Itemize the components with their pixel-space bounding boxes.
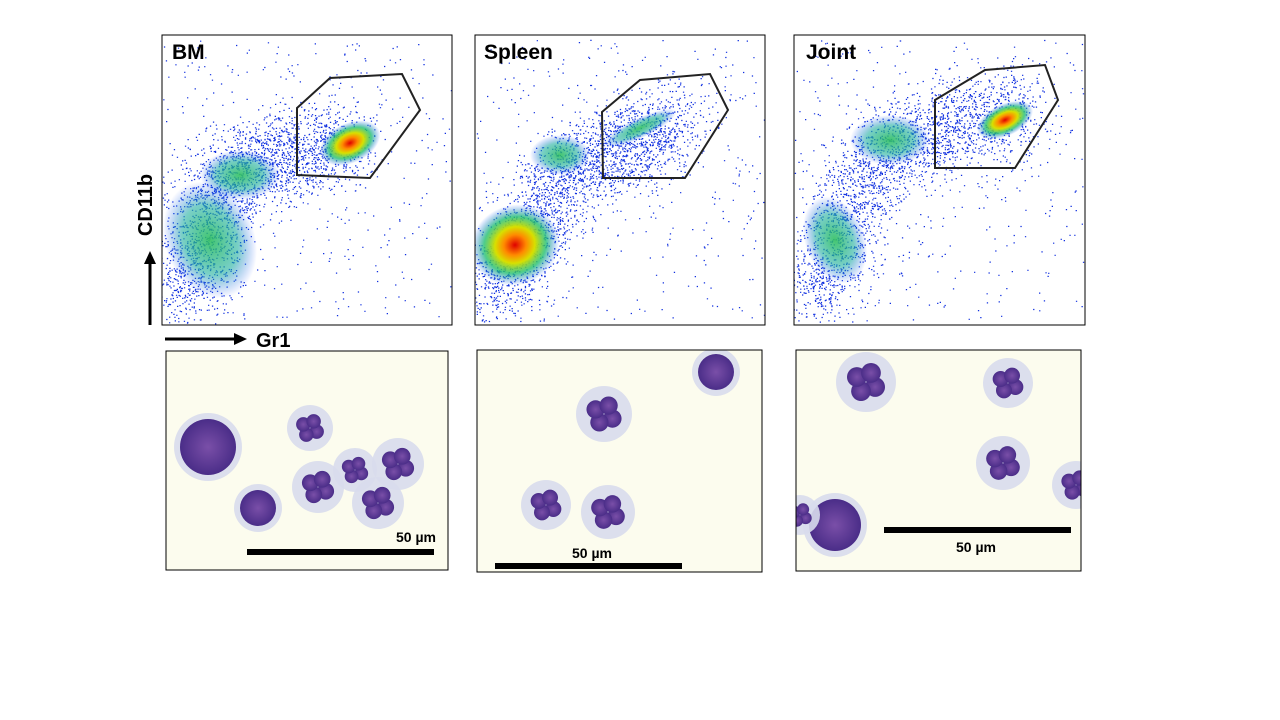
x-axis-label: Gr1: [256, 330, 290, 352]
flow-plot: [162, 35, 452, 325]
panel-label: BM: [172, 41, 205, 64]
x-arrowhead: [234, 333, 247, 345]
density: [530, 135, 590, 175]
cell: [521, 480, 571, 530]
scale-bar: [247, 549, 434, 555]
nucleus: [698, 354, 734, 390]
scale-bar: [884, 527, 1071, 533]
nucleus-lobe: [1072, 470, 1081, 486]
plot-frame: [793, 34, 1086, 326]
nucleus-lobe: [393, 447, 411, 465]
micrograph: [166, 351, 448, 570]
cell: [352, 477, 404, 529]
density: [976, 100, 1034, 140]
cell: [576, 386, 632, 442]
density: [802, 196, 868, 284]
nucleus-lobe: [306, 414, 321, 429]
nucleus-lobe: [373, 486, 391, 504]
nucleus-lobe: [998, 446, 1017, 464]
gate: [934, 63, 1060, 169]
flow-plot: [794, 35, 1085, 325]
cell: [976, 436, 1030, 490]
gate: [296, 72, 422, 180]
density: [475, 204, 560, 286]
nucleus-lobe: [542, 489, 559, 506]
gate: [600, 72, 730, 179]
cell: [836, 352, 896, 412]
nucleus-lobe: [599, 396, 618, 415]
flow-plot: [475, 35, 765, 325]
cell: [1052, 461, 1081, 509]
panel-label: Spleen: [484, 41, 553, 64]
nucleus: [809, 499, 861, 551]
nucleus: [240, 490, 276, 526]
panel-label: Joint: [806, 41, 856, 64]
micrograph: [796, 350, 1081, 571]
cell: [292, 461, 344, 513]
cell: [983, 358, 1033, 408]
image-frame: [165, 350, 449, 571]
nucleus-lobe: [861, 362, 881, 383]
y-axis-label: CD11b: [135, 174, 157, 236]
density: [162, 181, 258, 299]
cell: [287, 405, 333, 451]
scale-bar: [495, 563, 682, 569]
scale-bar-label: 50 µm: [956, 539, 996, 555]
density: [319, 120, 381, 166]
nucleus-lobe: [313, 470, 331, 488]
scale-bar-label: 50 µm: [396, 529, 436, 545]
nucleus-lobe: [796, 503, 810, 516]
scale-bar-label: 50 µm: [572, 545, 612, 561]
density: [603, 108, 677, 148]
y-arrowhead: [144, 251, 156, 264]
density: [850, 115, 930, 165]
nucleus-lobe: [796, 514, 804, 527]
nucleus-lobe: [1004, 367, 1021, 384]
cell: [372, 438, 424, 490]
image-frame: [795, 349, 1082, 572]
density: [200, 150, 280, 200]
cell: [581, 485, 635, 539]
plot-frame: [161, 34, 453, 326]
micrograph: [477, 350, 762, 572]
nucleus-lobe: [603, 495, 622, 513]
cell: [796, 495, 820, 535]
image-frame: [476, 349, 763, 573]
plot-frame: [474, 34, 766, 326]
nucleus-lobe: [351, 456, 366, 471]
nucleus: [180, 419, 236, 475]
